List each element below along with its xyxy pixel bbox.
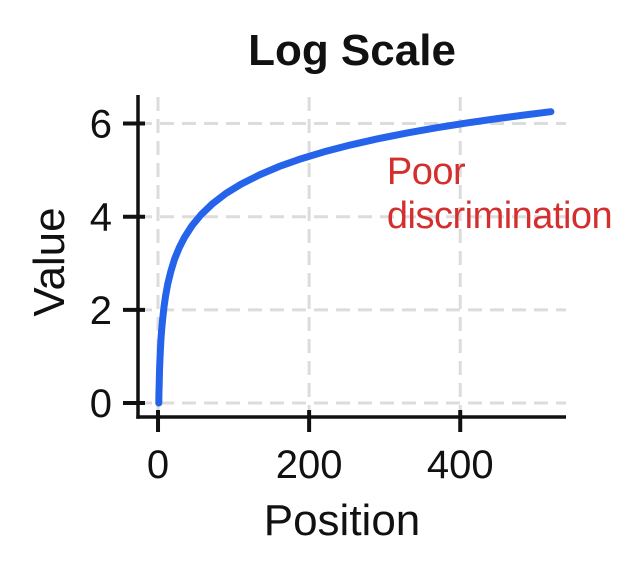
y-tick-label: 0: [90, 382, 112, 426]
y-axis-label: Value: [25, 207, 74, 316]
tick-marks-layer: [123, 121, 463, 432]
y-tick-label: 2: [90, 289, 112, 333]
y-tick-label: 4: [90, 196, 112, 240]
annotation-line-2: discrimination: [387, 195, 612, 237]
tick-labels-layer: 0 2 4 6 0 200 400: [90, 103, 494, 487]
y-tick-label: 6: [90, 103, 112, 147]
annotation-line-1: Poor: [387, 151, 466, 193]
x-axis-label: Position: [264, 496, 421, 545]
x-tick-label: 0: [147, 443, 169, 487]
chart-title: Log Scale: [248, 26, 456, 75]
annotation-poor-discrimination: Poor discrimination: [387, 151, 612, 237]
x-tick-label: 200: [276, 443, 343, 487]
axes-spines: [136, 95, 566, 419]
log-curve-line: [155, 108, 555, 407]
x-tick-label: 400: [427, 443, 494, 487]
gridlines-layer: [138, 97, 566, 417]
